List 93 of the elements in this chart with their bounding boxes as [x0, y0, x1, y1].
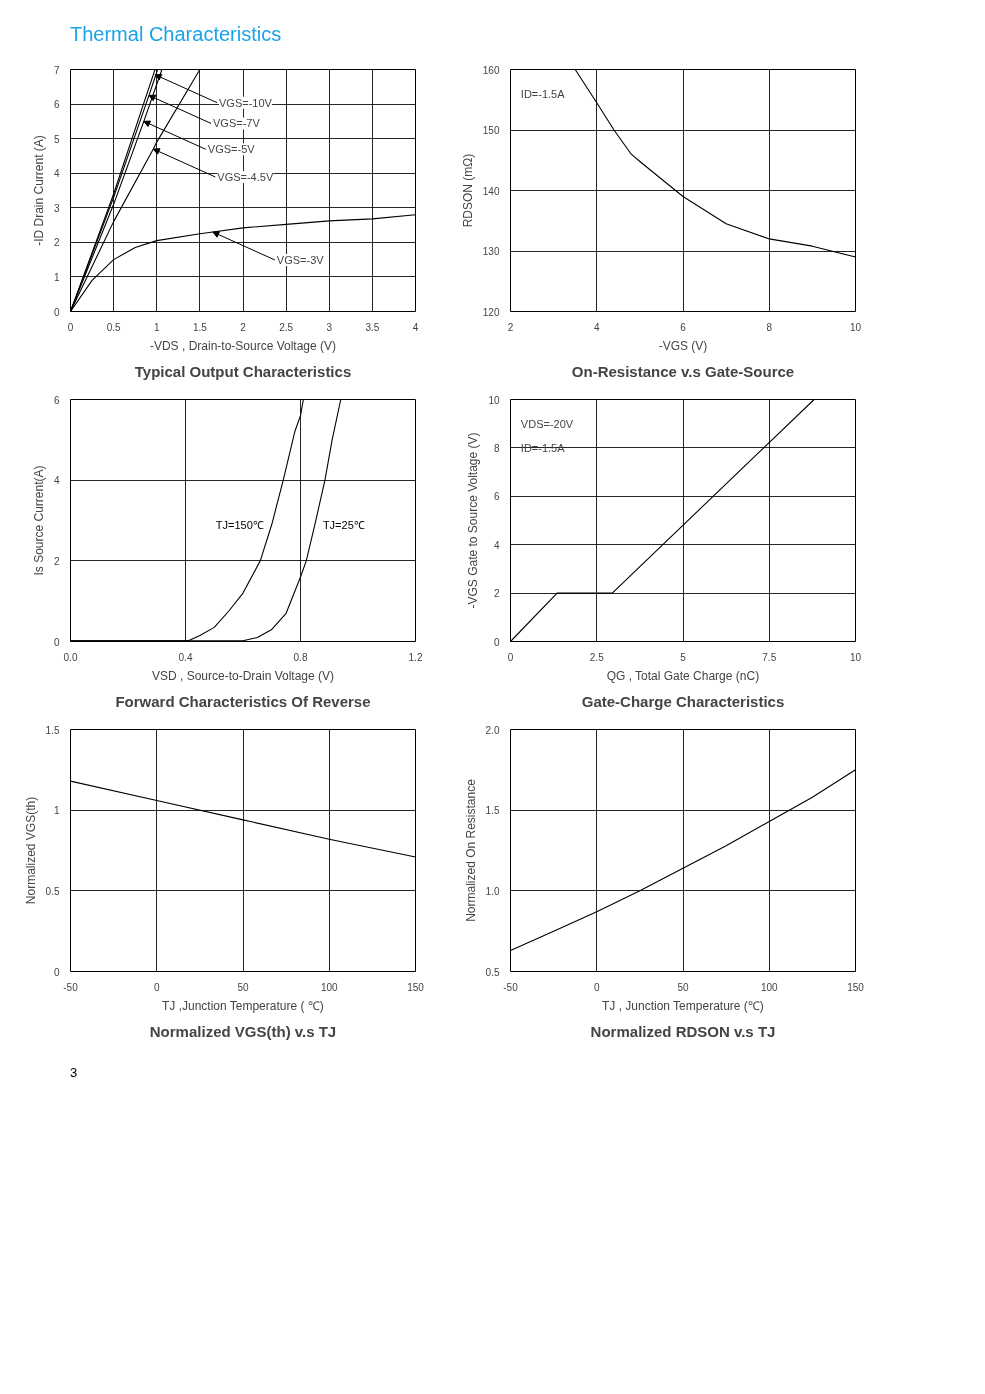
x-tick-label: 7.5 [762, 651, 777, 663]
y-tick-label: 0.5 [485, 966, 500, 978]
x-tick-label: 3.5 [365, 321, 380, 333]
text: 3 [70, 1063, 78, 1082]
text: Normalized VGS(th) v.s TJ [149, 1022, 337, 1040]
x-tick-label: 100 [320, 981, 339, 993]
y-axis-title: Normalized On Resistance [463, 778, 478, 922]
y-tick-label: 160 [482, 64, 500, 76]
x-axis-title: QG , Total Gate Charge (nC) [606, 668, 760, 683]
y-axis-title: -VGS Gate to Source Voltage (V) [466, 432, 481, 609]
x-tick-label: 10 [849, 321, 862, 333]
y-tick-label: 150 [482, 124, 500, 136]
text: Forward Characteristics Of Reverse [115, 692, 371, 710]
x-axis-title: -VDS , Drain-to-Source Voltage (V) [149, 338, 337, 353]
annotation: VDS=-20V [520, 417, 574, 430]
y-tick-label: 1 [53, 804, 60, 816]
x-tick-label: 0.4 [178, 651, 193, 663]
x-tick-label: 0.5 [106, 321, 122, 333]
annotation: VGS=-5V [207, 142, 256, 155]
y-axis-title: Is Source Current(A) [31, 465, 46, 576]
x-tick-label: 3 [326, 321, 333, 333]
x-tick-label: -50 [503, 981, 519, 993]
x-tick-label: 0.8 [293, 651, 308, 663]
y-tick-label: 2 [53, 555, 60, 567]
y-tick-label: 0 [53, 306, 60, 318]
y-axis-title: Normalized VGS(th) [23, 796, 38, 904]
x-tick-label: 0.0 [63, 651, 78, 663]
x-tick-label: -50 [63, 981, 79, 993]
series-label: TJ=25℃ [322, 518, 365, 531]
annotation: VGS=-4.5V [217, 170, 274, 183]
y-tick-label: 120 [482, 306, 500, 318]
x-axis-title: VSD , Source-to-Drain Voltage (V) [151, 668, 335, 683]
x-axis-title: TJ ,Junction Temperature ( ℃) [161, 998, 324, 1013]
y-tick-label: 1.0 [485, 885, 500, 897]
y-tick-label: 2 [493, 587, 500, 599]
y-tick-label: 3 [53, 202, 60, 214]
x-axis-title: -VGS (V) [658, 338, 708, 353]
x-tick-label: 50 [237, 981, 249, 993]
x-tick-label: 100 [760, 981, 779, 993]
annotation: ID=-1.5A [520, 87, 566, 100]
y-tick-label: 4 [493, 539, 500, 551]
text: Normalized RDSON v.s TJ [590, 1022, 776, 1040]
y-tick-label: 130 [482, 245, 500, 257]
y-tick-label: 10 [488, 394, 500, 406]
x-tick-label: 6 [680, 321, 687, 333]
y-tick-label: 4 [53, 474, 60, 486]
x-tick-label: 5 [680, 651, 687, 663]
y-tick-label: 7 [53, 64, 60, 76]
x-tick-label: 0 [507, 651, 514, 663]
x-tick-label: 8 [766, 321, 773, 333]
annotation: VGS=-7V [212, 116, 261, 129]
y-tick-label: 5 [53, 133, 60, 145]
y-tick-label: 0 [53, 966, 60, 978]
x-tick-label: 0 [593, 981, 600, 993]
annotation: VGS=-3V [276, 253, 325, 266]
text: Thermal Characteristics [70, 22, 282, 47]
x-tick-label: 2.5 [589, 651, 605, 663]
x-tick-label: 4 [412, 321, 419, 333]
y-tick-label: 140 [482, 185, 500, 197]
text: On-Resistance v.s Gate-Source [571, 362, 795, 380]
x-tick-label: 50 [677, 981, 689, 993]
x-tick-label: 1.5 [192, 321, 208, 333]
series-label: TJ=150℃ [215, 518, 264, 531]
y-tick-label: 6 [53, 98, 60, 110]
y-axis-title: RDSON (mΩ) [460, 153, 475, 227]
y-tick-label: 6 [53, 394, 60, 406]
x-tick-label: 150 [847, 981, 865, 993]
x-tick-label: 4 [593, 321, 600, 333]
y-tick-label: 0 [53, 636, 60, 648]
x-tick-label: 2 [507, 321, 514, 333]
y-tick-label: 1.5 [45, 724, 60, 736]
y-tick-label: 0 [493, 636, 500, 648]
x-tick-label: 1 [153, 321, 160, 333]
y-axis-title: -ID Drain Current (A) [31, 134, 46, 246]
y-tick-label: 4 [53, 167, 60, 179]
x-tick-label: 150 [407, 981, 425, 993]
y-tick-label: 6 [493, 490, 500, 502]
y-tick-label: 2 [53, 236, 60, 248]
text: Gate-Charge Characteristics [581, 692, 785, 710]
x-tick-label: 0 [153, 981, 160, 993]
x-tick-label: 0 [67, 321, 74, 333]
text: Typical Output Characteristics [134, 362, 352, 380]
y-tick-label: 8 [493, 442, 500, 454]
x-tick-label: 2.5 [279, 321, 294, 333]
annotation: VGS=-10V [219, 96, 273, 109]
y-tick-label: 1.5 [485, 804, 500, 816]
y-tick-label: 1 [53, 271, 60, 283]
y-tick-label: 0.5 [45, 885, 60, 897]
x-tick-label: 1.2 [408, 651, 423, 663]
x-tick-label: 2 [240, 321, 247, 333]
x-tick-label: 10 [849, 651, 862, 663]
y-tick-label: 2.0 [485, 724, 500, 736]
x-axis-title: TJ , Junction Temperature (℃) [601, 998, 764, 1013]
